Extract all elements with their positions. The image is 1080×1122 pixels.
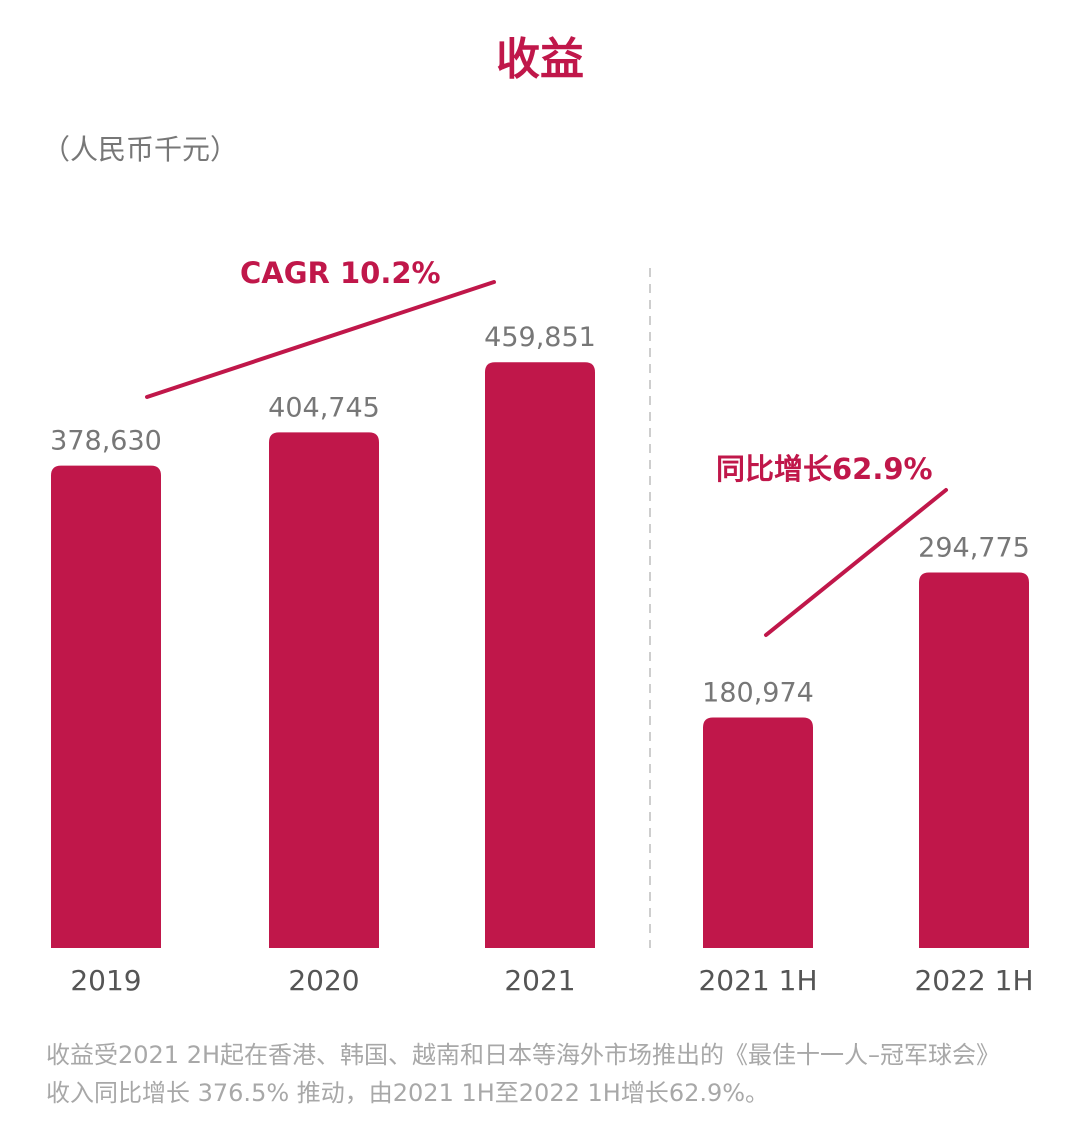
- bar: [703, 717, 813, 948]
- revenue-bar-chart: 378,630 2019 404,745 2020 459,851 2021 180,974…: [50, 256, 1033, 997]
- chart-title: 收益: [496, 34, 584, 85]
- x-tick-label: 2021 1H: [698, 964, 817, 997]
- x-tick-label: 2019: [70, 964, 141, 997]
- unit-label: （人民币千元）: [42, 133, 239, 166]
- x-tick-label: 2020: [288, 964, 359, 997]
- bar: [269, 432, 379, 948]
- data-label: 378,630: [50, 426, 162, 457]
- footnote: 收益受2021 2H起在香港、韩国、越南和日本等海外市场推出的《最佳十一人–冠军…: [46, 1036, 1056, 1112]
- data-label: 459,851: [484, 322, 596, 353]
- data-label: 294,775: [918, 532, 1030, 563]
- footnote-line-1: 收益受2021 2H起在香港、韩国、越南和日本等海外市场推出的《最佳十一人–冠军…: [46, 1041, 1001, 1069]
- data-label: 404,745: [268, 392, 380, 423]
- bar: [485, 362, 595, 948]
- yoy-annotation-arrow: [764, 488, 948, 637]
- bar: [51, 465, 161, 948]
- bar: [919, 572, 1029, 948]
- x-tick-label: 2022 1H: [914, 964, 1033, 997]
- cagr-annotation-arrow: [145, 280, 496, 399]
- x-tick-label: 2021: [504, 964, 575, 997]
- cagr-annotation-label: CAGR 10.2%: [240, 256, 441, 290]
- yoy-annotation-label: 同比增长62.9%: [716, 452, 933, 486]
- footnote-line-2: 收入同比增长 376.5% 推动，由2021 1H至2022 1H增长62.9%…: [46, 1079, 770, 1107]
- data-label: 180,974: [702, 677, 814, 708]
